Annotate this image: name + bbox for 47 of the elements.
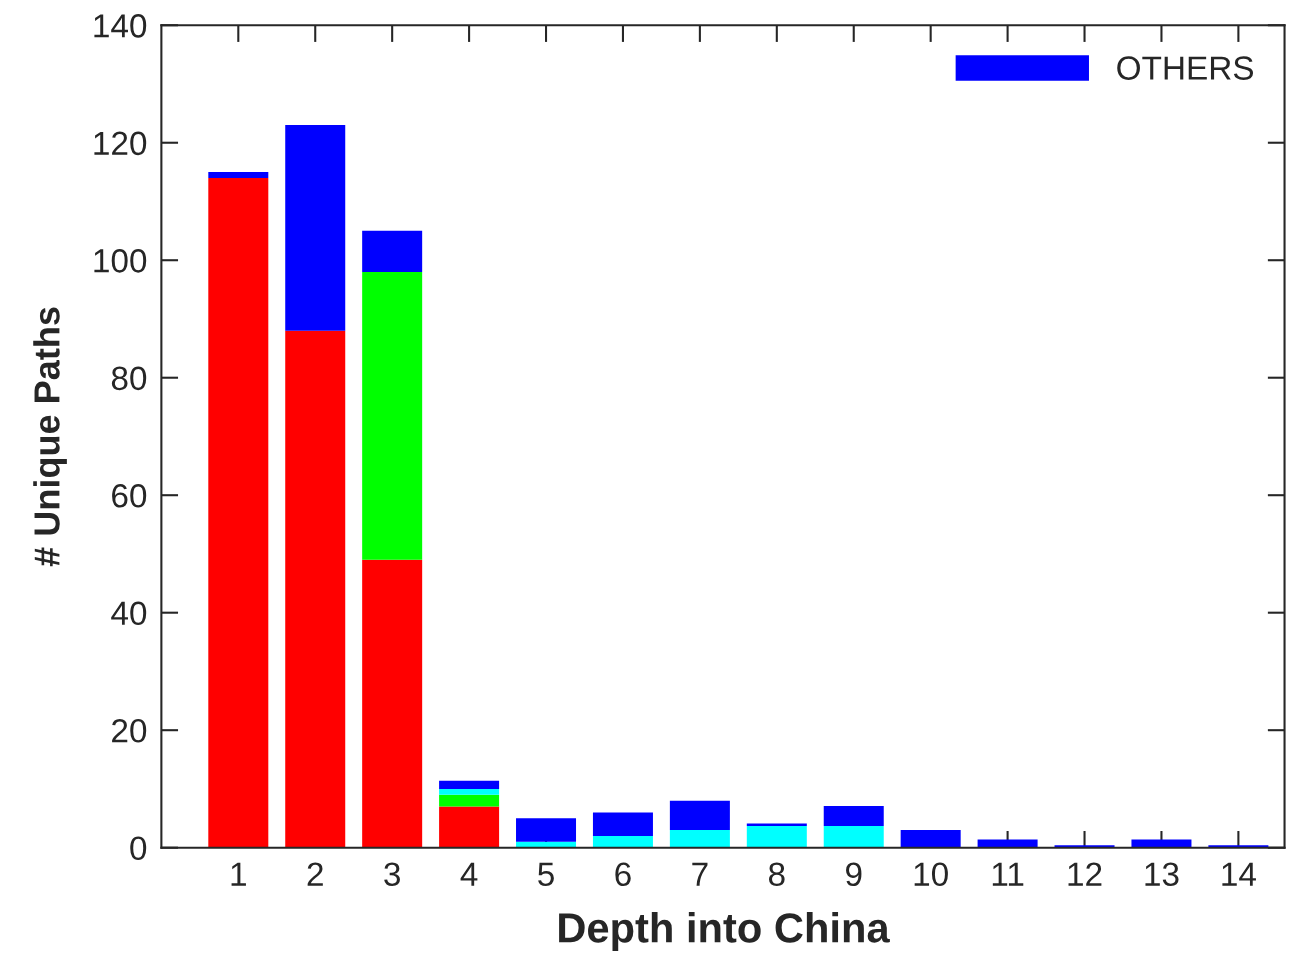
legend-label: OTHERS: [1117, 56, 1254, 80]
y-tick-label: 120: [94, 131, 147, 156]
x-tick-label: 11: [992, 862, 1024, 886]
x-tick-label: 9: [846, 862, 862, 887]
x-tick-label: 4: [460, 862, 478, 886]
y-tick-label: 140: [94, 14, 147, 38]
bar: [362, 230, 423, 272]
bar: [362, 271, 423, 560]
bar: [285, 330, 346, 848]
x-tick-label: 1: [231, 862, 246, 886]
bar: [208, 177, 269, 848]
x-tick-label: 8: [768, 862, 785, 887]
y-tick-label: 20: [112, 718, 147, 743]
y-axis-title: # Unique Paths: [33, 307, 67, 567]
y-tick-label: 40: [111, 601, 147, 626]
x-axis-title: Depth into China: [559, 912, 890, 951]
x-tick-label: 2: [307, 862, 323, 886]
bar: [516, 818, 577, 842]
bar: [669, 830, 730, 848]
x-tick-label: 5: [538, 862, 554, 887]
x-tick-label: 13: [1145, 862, 1179, 887]
bar: [439, 780, 500, 789]
x-tick-label: 14: [1222, 862, 1256, 886]
bar: [1131, 839, 1192, 848]
x-tick-label: 12: [1068, 862, 1102, 886]
bar: [823, 825, 884, 848]
x-tick-label: 6: [615, 862, 631, 887]
bar: [746, 825, 807, 848]
bar: [977, 839, 1038, 848]
bar: [669, 800, 730, 831]
bar: [362, 559, 423, 848]
bar: [592, 835, 653, 848]
x-tick-label: 10: [914, 862, 948, 887]
x-tick-label: 7: [692, 862, 708, 886]
bar: [592, 812, 653, 836]
y-tick-label: 60: [112, 484, 147, 508]
bar: [208, 172, 269, 178]
y-tick-label: 0: [130, 836, 147, 861]
bar: [439, 788, 500, 795]
x-tick-label: 3: [384, 862, 400, 887]
bar: [823, 805, 884, 826]
y-tick-label: 100: [94, 249, 147, 273]
bar: [439, 806, 500, 848]
bar: [439, 794, 500, 807]
bar: [285, 125, 346, 331]
y-tick-label: 80: [111, 366, 147, 391]
bar: [900, 830, 961, 848]
